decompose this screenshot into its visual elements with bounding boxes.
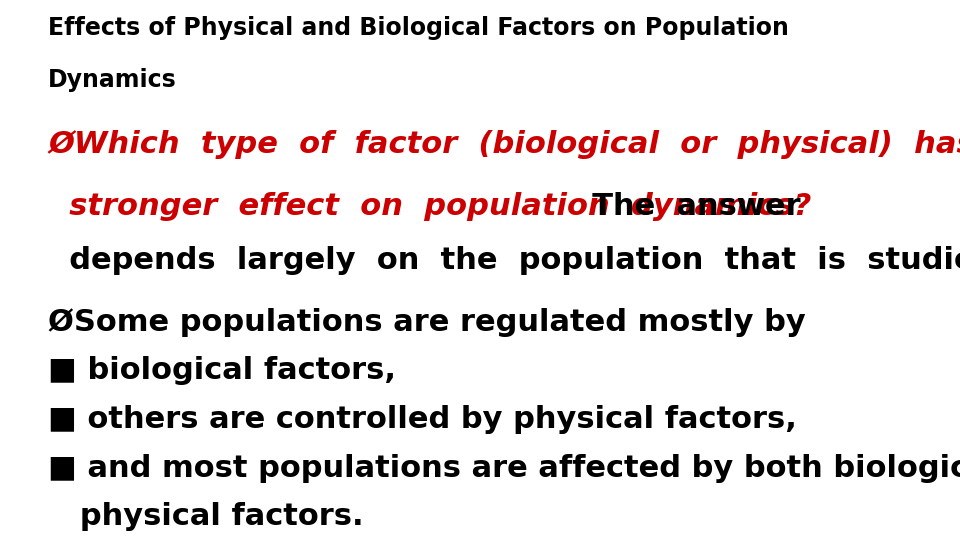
- Text: ■ and most populations are affected by both biological and: ■ and most populations are affected by b…: [48, 454, 960, 483]
- Text: depends  largely  on  the  population  that  is  studied.: depends largely on the population that i…: [48, 246, 960, 275]
- Text: ■ others are controlled by physical factors,: ■ others are controlled by physical fact…: [48, 405, 797, 434]
- Text: Effects of Physical and Biological Factors on Population: Effects of Physical and Biological Facto…: [48, 16, 789, 40]
- Text: The  answer: The answer: [571, 192, 801, 221]
- Text: Dynamics: Dynamics: [48, 68, 177, 91]
- Text: stronger  effect  on  population  dynamics?: stronger effect on population dynamics?: [48, 192, 811, 221]
- Text: ØSome populations are regulated mostly by: ØSome populations are regulated mostly b…: [48, 308, 805, 337]
- Text: physical factors.: physical factors.: [48, 502, 364, 531]
- Text: ØWhich  type  of  factor  (biological  or  physical)  has  a: ØWhich type of factor (biological or phy…: [48, 130, 960, 159]
- Text: ■ biological factors,: ■ biological factors,: [48, 356, 396, 386]
